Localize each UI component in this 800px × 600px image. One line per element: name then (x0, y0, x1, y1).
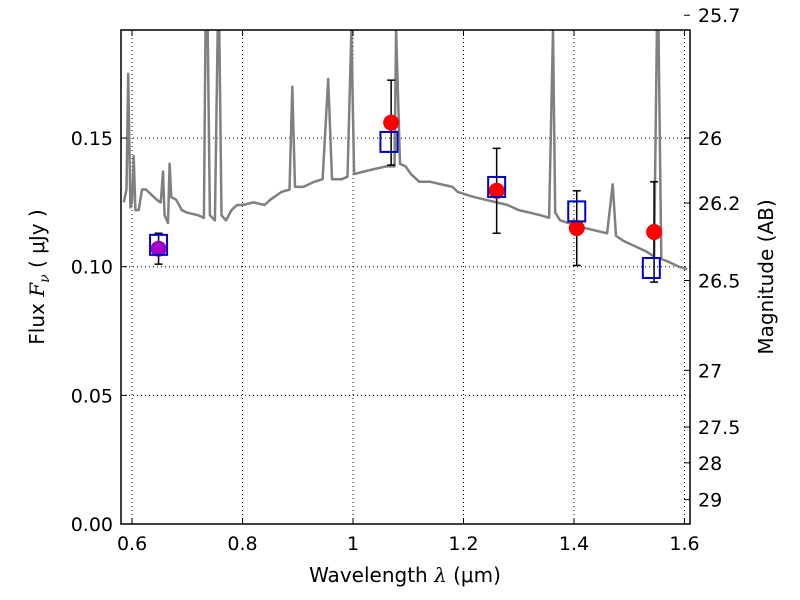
x-tick-label: 0.8 (227, 533, 257, 555)
y2-tick-label: 28 (698, 453, 722, 475)
y-axis-label-unit: ( μJy ) (25, 209, 49, 268)
x-axis-label: Wavelength λ (μm) (309, 563, 501, 587)
model-photometry-marker (567, 200, 587, 223)
y-axis-label-text: Flux (25, 303, 49, 345)
y-tick-label: 0.10 (71, 257, 113, 279)
y-axis-label-symbol: F (25, 282, 49, 298)
plot-area (122, 30, 688, 271)
model-photometry-marker (641, 256, 661, 279)
x-tick-label: 1 (347, 533, 359, 555)
observed-point (150, 232, 167, 265)
y-axis-label-subscript: ν (37, 274, 53, 283)
observed-point (568, 190, 585, 267)
x-tick-label: 1.6 (669, 533, 699, 555)
grid (121, 30, 690, 525)
x-axis-label-symbol: λ (433, 563, 447, 587)
model-photometry-marker (379, 130, 399, 153)
y2-tick-label: 27.5 (698, 417, 740, 439)
y-tick-label: 0.15 (71, 128, 113, 150)
y-tick-label: 0.05 (71, 385, 113, 407)
x-axis-label-text: Wavelength (309, 563, 428, 587)
y2-tick-label: 29 (698, 490, 722, 512)
y2-tick-label: 27 (698, 360, 722, 382)
observed-flux-marker (150, 240, 167, 257)
y2-tick-label: 26.2 (698, 193, 740, 215)
x-tick-label: 1.4 (559, 533, 589, 555)
y2-tick-label: 26.5 (698, 270, 740, 292)
observed-flux-marker (568, 220, 585, 237)
model-photometry-marker (487, 175, 507, 198)
x-tick-label: 1.2 (448, 533, 478, 555)
observed-point (646, 181, 663, 283)
model-photometry-marker (149, 233, 169, 256)
x-axis-label-unit: (μm) (453, 563, 501, 587)
y2-axis-label: Magnitude (AB) (754, 199, 778, 354)
data-marks (149, 79, 663, 283)
observed-flux-marker (383, 114, 400, 131)
x-tick-label: 0.6 (117, 533, 147, 555)
plot-frame (120, 29, 691, 525)
observed-flux-marker (488, 182, 505, 199)
axis-ticks: 0.6 0.8 1 1.2 1.4 1.6 0.00 0.05 0.10 0.15 25.7 26 26… (71, 5, 741, 555)
observed-flux-marker (646, 223, 663, 240)
y-tick-label: 0.00 (71, 514, 113, 536)
y2-tick-label: 25.7 (698, 5, 740, 27)
y-axis-label: Flux Fν ( μJy ) (25, 209, 53, 344)
y2-tick-label: 26 (698, 128, 722, 150)
model-spectrum-line (122, 30, 688, 271)
observed-point (488, 147, 505, 235)
